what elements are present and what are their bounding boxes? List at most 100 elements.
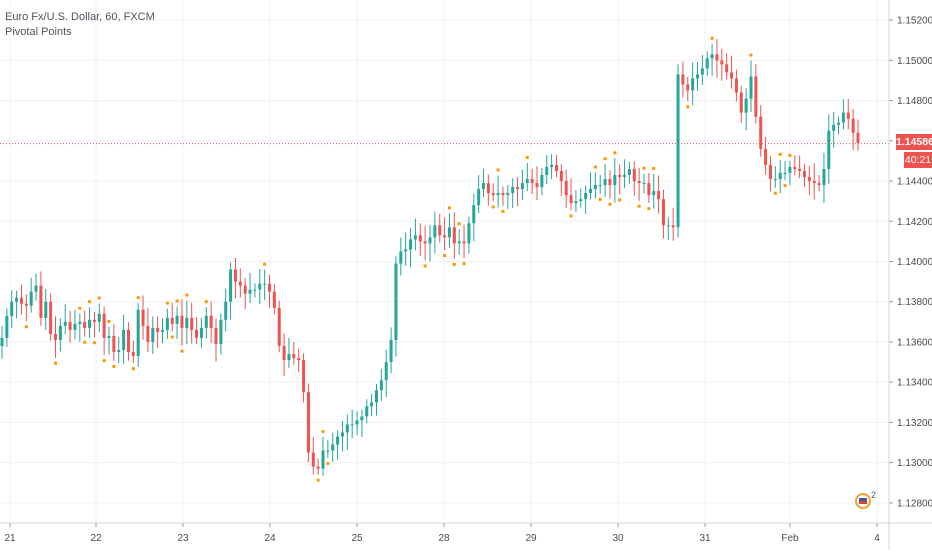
pivot-high-marker (457, 222, 461, 226)
pivot-low-marker (501, 209, 505, 213)
x-tick-label: 22 (90, 533, 102, 544)
candle-body (160, 329, 165, 332)
candle-body (302, 360, 306, 393)
candle-body (608, 179, 612, 186)
pivot-high-marker (97, 296, 101, 300)
candle-body (233, 269, 237, 282)
candle-body (467, 223, 471, 244)
pivot-high-marker (710, 36, 714, 40)
candle-body (238, 281, 242, 286)
candle-body (472, 205, 476, 224)
candle-body (671, 225, 675, 228)
candle-body (749, 76, 753, 99)
pivot-low-marker (102, 359, 106, 363)
pivot-high-marker (165, 301, 169, 305)
pivot-low-marker (462, 262, 466, 266)
candle-body (428, 237, 432, 244)
candle-body (151, 327, 155, 342)
candle-body (345, 424, 349, 433)
candle-body (588, 189, 593, 194)
candle-body (457, 241, 461, 244)
y-tick-label: 1.13600 (897, 337, 932, 348)
candle-body (788, 166, 792, 173)
candle-body (837, 122, 841, 125)
candle-body (350, 424, 354, 426)
candle-body (822, 168, 826, 186)
candle-body (326, 450, 330, 452)
indicator-title[interactable]: Pivotal Points (5, 26, 72, 38)
candle-body (452, 227, 456, 244)
candle-body (229, 269, 233, 302)
candle-body (598, 185, 602, 187)
candle-body (443, 235, 447, 238)
candle-body (501, 193, 505, 196)
candle-body (841, 112, 845, 123)
candle-body (214, 327, 218, 344)
last-price-tag: 1.14586 (896, 134, 932, 150)
candle-body (0, 337, 4, 346)
economic-events-badge[interactable]: 2 (855, 490, 876, 509)
pivot-low-marker (92, 341, 96, 345)
candle-body (10, 301, 14, 316)
candle-body (15, 297, 19, 302)
candle-body (224, 301, 228, 320)
x-tick-label: 23 (177, 533, 189, 544)
candle-body (156, 327, 160, 332)
y-tick-label: 1.13000 (897, 458, 932, 469)
candle-body (516, 187, 520, 190)
candle-body (851, 118, 855, 133)
candle-body (404, 249, 408, 252)
candle-body (783, 172, 787, 174)
y-tick-label: 1.13400 (897, 378, 932, 389)
candle-body (666, 225, 670, 227)
y-tick-label: 1.14400 (897, 177, 932, 188)
pivot-low-marker (647, 207, 651, 211)
candle-body (695, 74, 700, 79)
candle-body (730, 72, 734, 79)
candle-body (83, 321, 87, 328)
candle-body (817, 183, 821, 186)
candle-body (477, 189, 481, 206)
pivot-high-marker (603, 157, 607, 161)
candle-body (793, 166, 797, 169)
pivot-high-marker (107, 320, 111, 324)
pivot-low-marker (569, 214, 573, 218)
candle-body (720, 60, 724, 65)
events-count: 2 (871, 490, 877, 500)
candle-body (491, 193, 495, 196)
pivot-high-marker (496, 168, 500, 172)
candle-body (447, 227, 451, 238)
candle-body (637, 181, 641, 184)
candle-body (506, 193, 510, 196)
candle-body (53, 333, 58, 340)
pivot-low-marker (170, 335, 174, 339)
candle-body (511, 187, 515, 194)
candle-body (802, 170, 807, 178)
candle-body (272, 291, 276, 308)
symbol-title[interactable]: Euro Fx/U.S. Dollar, 60, FXCM (5, 11, 155, 23)
candle-body (812, 181, 816, 184)
candle-body (827, 130, 831, 169)
candle-body (584, 193, 588, 200)
candle-body (856, 132, 860, 143)
pivot-low-marker (598, 197, 602, 201)
candle-body (253, 289, 257, 291)
pivot-low-marker (783, 184, 787, 188)
candle-body (832, 124, 836, 131)
pivot-low-marker (54, 361, 57, 365)
candle-body (413, 235, 417, 240)
candle-body (764, 148, 768, 165)
candle-body (92, 319, 96, 322)
candle-body (306, 392, 310, 453)
candle-body (661, 199, 665, 226)
candle-body (462, 241, 466, 244)
candle-body (613, 175, 617, 186)
candle-body (63, 321, 67, 326)
candle-body (409, 239, 413, 250)
candle-body (807, 177, 811, 182)
pivot-high-marker (652, 166, 656, 170)
candle-body (131, 352, 135, 357)
pivot-markers (24, 36, 792, 482)
